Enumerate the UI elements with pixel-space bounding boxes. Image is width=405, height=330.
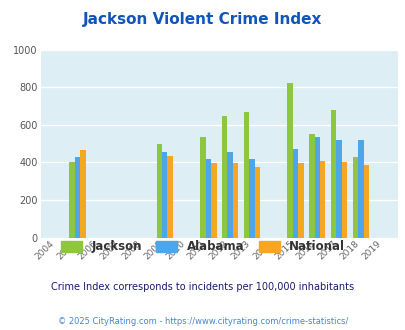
Bar [222,116,227,238]
Bar [254,167,260,238]
Bar [352,157,357,238]
Bar [227,152,232,238]
Bar [341,162,346,238]
Bar [330,110,335,238]
Bar [292,149,298,238]
Bar [162,152,167,238]
Bar [319,161,325,238]
Bar [287,83,292,238]
Bar [243,112,249,238]
Bar [357,140,362,238]
Bar [80,150,85,238]
Legend: Jackson, Alabama, National: Jackson, Alabama, National [56,236,349,258]
Bar [249,159,254,238]
Bar [308,134,314,238]
Bar [335,140,341,238]
Text: © 2025 CityRating.com - https://www.cityrating.com/crime-statistics/: © 2025 CityRating.com - https://www.city… [58,317,347,326]
Text: Crime Index corresponds to incidents per 100,000 inhabitants: Crime Index corresponds to incidents per… [51,282,354,292]
Bar [314,137,319,238]
Bar [75,157,80,238]
Bar [362,165,368,238]
Bar [167,156,173,238]
Bar [232,163,238,238]
Bar [205,159,211,238]
Bar [211,163,216,238]
Bar [156,144,162,238]
Bar [298,163,303,238]
Bar [200,137,205,238]
Bar [69,162,75,238]
Text: Jackson Violent Crime Index: Jackson Violent Crime Index [83,12,322,26]
